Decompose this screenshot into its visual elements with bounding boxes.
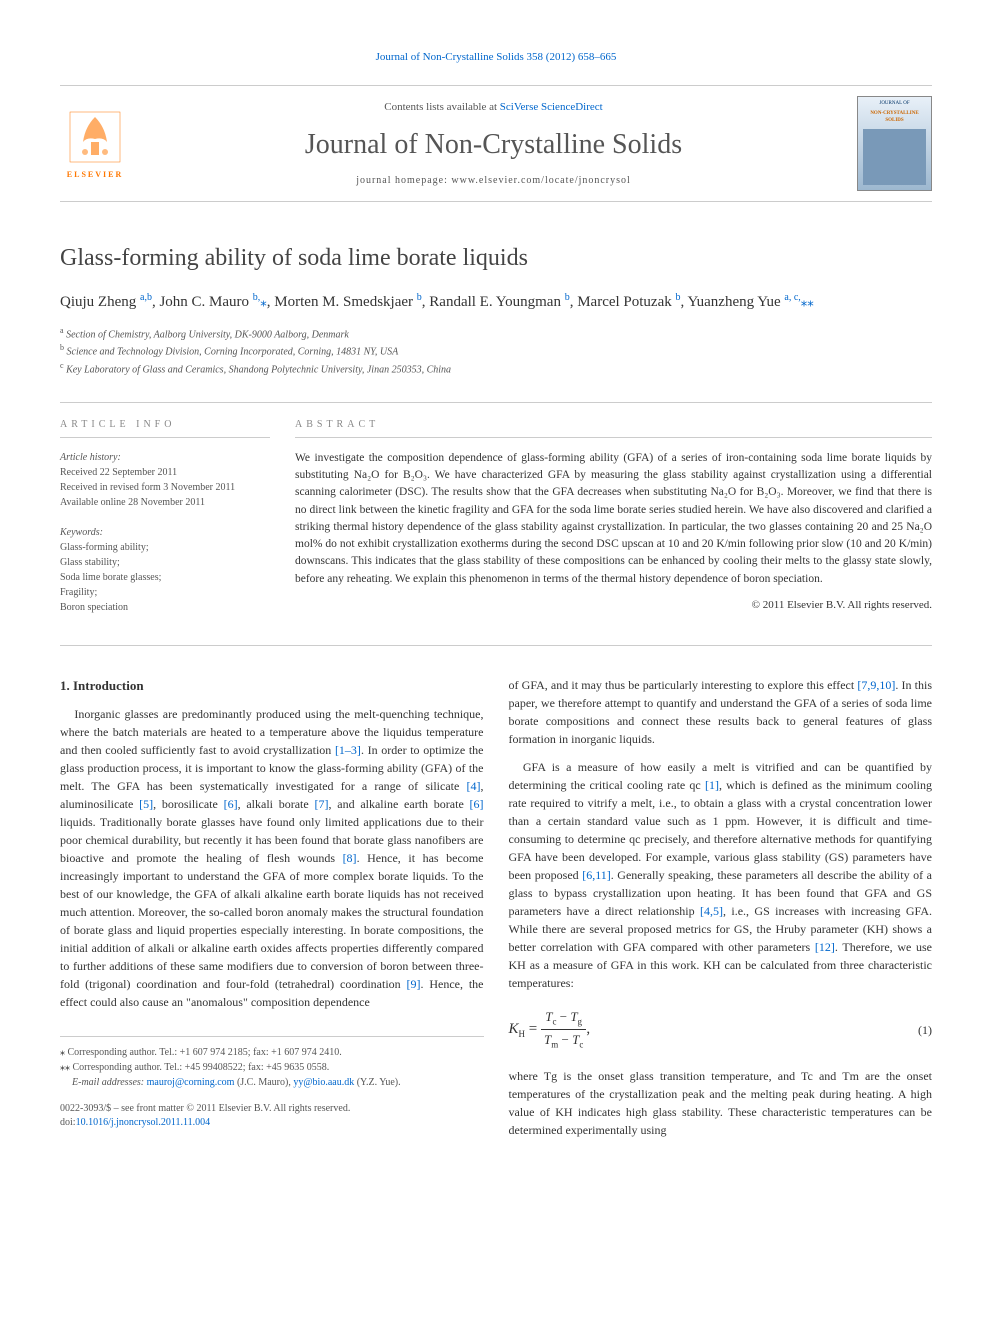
article-info-column: article info Article history: Received 2… — [60, 418, 270, 645]
citation-link[interactable]: [9] — [407, 977, 421, 991]
email-who: (Y.Z. Yue). — [354, 1077, 400, 1088]
journal-header: ELSEVIER Contents lists available at Sci… — [60, 85, 932, 202]
text-span: of GFA, and it may thus be particularly … — [509, 678, 858, 692]
eq-numerator: Tc − Tg — [541, 1007, 586, 1030]
contents-prefix: Contents lists available at — [384, 101, 499, 113]
intro-paragraph-1-cont: of GFA, and it may thus be particularly … — [509, 676, 933, 748]
text-span: , and alkaline earth borate — [328, 797, 469, 811]
footer-meta: 0022-3093/$ – see front matter © 2011 El… — [60, 1102, 484, 1130]
cover-text-top: JOURNAL OF — [861, 100, 928, 107]
citation-link[interactable]: [7] — [314, 797, 328, 811]
eq-fraction: Tc − TgTm − Tc — [541, 1007, 586, 1052]
sciencedirect-link[interactable]: SciVerse ScienceDirect — [500, 101, 603, 113]
keyword: Fragility; — [60, 585, 270, 600]
section-1-heading: 1. Introduction — [60, 676, 484, 696]
text-span: . Hence, it has become increasingly impo… — [60, 851, 484, 991]
citation-link[interactable]: [7,9,10] — [857, 678, 895, 692]
citation-link[interactable]: [6,11] — [582, 868, 611, 882]
eq-equals: = — [525, 1021, 541, 1037]
elsevier-tree-icon — [65, 107, 125, 167]
equation-number: (1) — [918, 1021, 932, 1039]
cover-graphic — [863, 129, 926, 185]
footnotes: ⁎ Corresponding author. Tel.: +1 607 974… — [60, 1036, 484, 1090]
email-who: (J.C. Mauro), — [234, 1077, 293, 1088]
info-abstract-row: article info Article history: Received 2… — [60, 402, 932, 646]
citation-link[interactable]: [1–3] — [335, 743, 361, 757]
online-date: Available online 28 November 2011 — [60, 495, 270, 510]
affiliation: c Key Laboratory of Glass and Ceramics, … — [60, 360, 932, 377]
citation-link[interactable]: [4] — [467, 779, 481, 793]
star-icon: ⁎ — [60, 1047, 65, 1058]
citation-link[interactable]: [8] — [343, 851, 357, 865]
text-span: , which is defined as the minimum coolin… — [509, 778, 933, 882]
intro-paragraph-1: Inorganic glasses are predominantly prod… — [60, 705, 484, 1011]
keyword: Soda lime borate glasses; — [60, 570, 270, 585]
citation-link[interactable]: [12] — [815, 940, 835, 954]
revised-date: Received in revised form 3 November 2011 — [60, 480, 270, 495]
article-info-heading: article info — [60, 418, 270, 438]
keyword: Glass-forming ability; — [60, 540, 270, 555]
doi-line: doi:10.1016/j.jnoncrysol.2011.11.004 — [60, 1116, 484, 1130]
header-citation: Journal of Non-Crystalline Solids 358 (2… — [60, 50, 932, 65]
abstract-heading: abstract — [295, 418, 932, 438]
corresponding-author-2: ⁎⁎ Corresponding author. Tel.: +45 99408… — [60, 1060, 484, 1075]
intro-paragraph-3: where Tg is the onset glass transition t… — [509, 1067, 933, 1139]
article-history-block: Article history: Received 22 September 2… — [60, 450, 270, 510]
journal-cover-thumbnail: JOURNAL OF NON-CRYSTALLINE SOLIDS — [857, 96, 932, 191]
corr2-text: Corresponding author. Tel.: +45 99408522… — [73, 1062, 330, 1073]
journal-homepage: journal homepage: www.elsevier.com/locat… — [130, 174, 857, 188]
doi-prefix: doi: — [60, 1117, 76, 1128]
eq-denominator: Tm − Tc — [541, 1030, 586, 1052]
citation-link[interactable]: [5] — [139, 797, 153, 811]
text-span: , borosilicate — [153, 797, 224, 811]
citation-link[interactable]: [6] — [470, 797, 484, 811]
article-title: Glass-forming ability of soda lime borat… — [60, 242, 932, 276]
text-span: , alkali borate — [238, 797, 315, 811]
affiliations: a Section of Chemistry, Aalborg Universi… — [60, 325, 932, 377]
homepage-prefix: journal homepage: — [356, 175, 451, 186]
body-column-right: of GFA, and it may thus be particularly … — [509, 676, 933, 1149]
email-link[interactable]: mauroj@corning.com — [147, 1077, 235, 1088]
publisher-name: ELSEVIER — [67, 169, 123, 180]
history-label: Article history: — [60, 450, 270, 465]
eq-comma: , — [586, 1021, 590, 1037]
authors-list: Qiuju Zheng a,b, John C. Mauro b,⁎, Mort… — [60, 291, 932, 313]
equation-body: KH = Tc − TgTm − Tc, — [509, 1007, 591, 1052]
elsevier-logo: ELSEVIER — [60, 104, 130, 184]
keyword: Glass stability; — [60, 555, 270, 570]
homepage-url[interactable]: www.elsevier.com/locate/jnoncrysol — [451, 175, 630, 186]
journal-center: Contents lists available at SciVerse Sci… — [130, 100, 857, 189]
affiliation: a Section of Chemistry, Aalborg Universi… — [60, 325, 932, 342]
corresponding-author-1: ⁎ Corresponding author. Tel.: +1 607 974… — [60, 1045, 484, 1060]
front-matter-line: 0022-3093/$ – see front matter © 2011 El… — [60, 1102, 484, 1116]
star-icon: ⁎⁎ — [60, 1062, 70, 1073]
journal-title: Journal of Non-Crystalline Solids — [130, 125, 857, 164]
eq-lhs: K — [509, 1021, 519, 1037]
doi-link[interactable]: 10.1016/j.jnoncrysol.2011.11.004 — [76, 1117, 211, 1128]
citation-link[interactable]: [4,5] — [700, 904, 723, 918]
abstract-text: We investigate the composition dependenc… — [295, 450, 932, 588]
body-column-left: 1. Introduction Inorganic glasses are pr… — [60, 676, 484, 1149]
abstract-column: abstract We investigate the composition … — [295, 418, 932, 645]
citation-link[interactable]: [1] — [705, 778, 719, 792]
email-link[interactable]: yy@bio.aau.dk — [293, 1077, 354, 1088]
citation-link[interactable]: [6] — [224, 797, 238, 811]
corr1-text: Corresponding author. Tel.: +1 607 974 2… — [68, 1047, 342, 1058]
abstract-copyright: © 2011 Elsevier B.V. All rights reserved… — [295, 598, 932, 628]
keywords-block: Keywords: Glass-forming ability; Glass s… — [60, 525, 270, 630]
affiliation: b Science and Technology Division, Corni… — [60, 342, 932, 359]
cover-text-main: NON-CRYSTALLINE SOLIDS — [861, 110, 928, 124]
intro-paragraph-2: GFA is a measure of how easily a melt is… — [509, 758, 933, 992]
received-date: Received 22 September 2011 — [60, 465, 270, 480]
keywords-label: Keywords: — [60, 525, 270, 540]
email-line: E-mail addresses: mauroj@corning.com (J.… — [60, 1075, 484, 1090]
email-label: E-mail addresses: — [72, 1077, 147, 1088]
equation-1: KH = Tc − TgTm − Tc, (1) — [509, 1007, 933, 1052]
contents-line: Contents lists available at SciVerse Sci… — [130, 100, 857, 115]
keyword: Boron speciation — [60, 600, 270, 615]
body-columns: 1. Introduction Inorganic glasses are pr… — [60, 676, 932, 1149]
